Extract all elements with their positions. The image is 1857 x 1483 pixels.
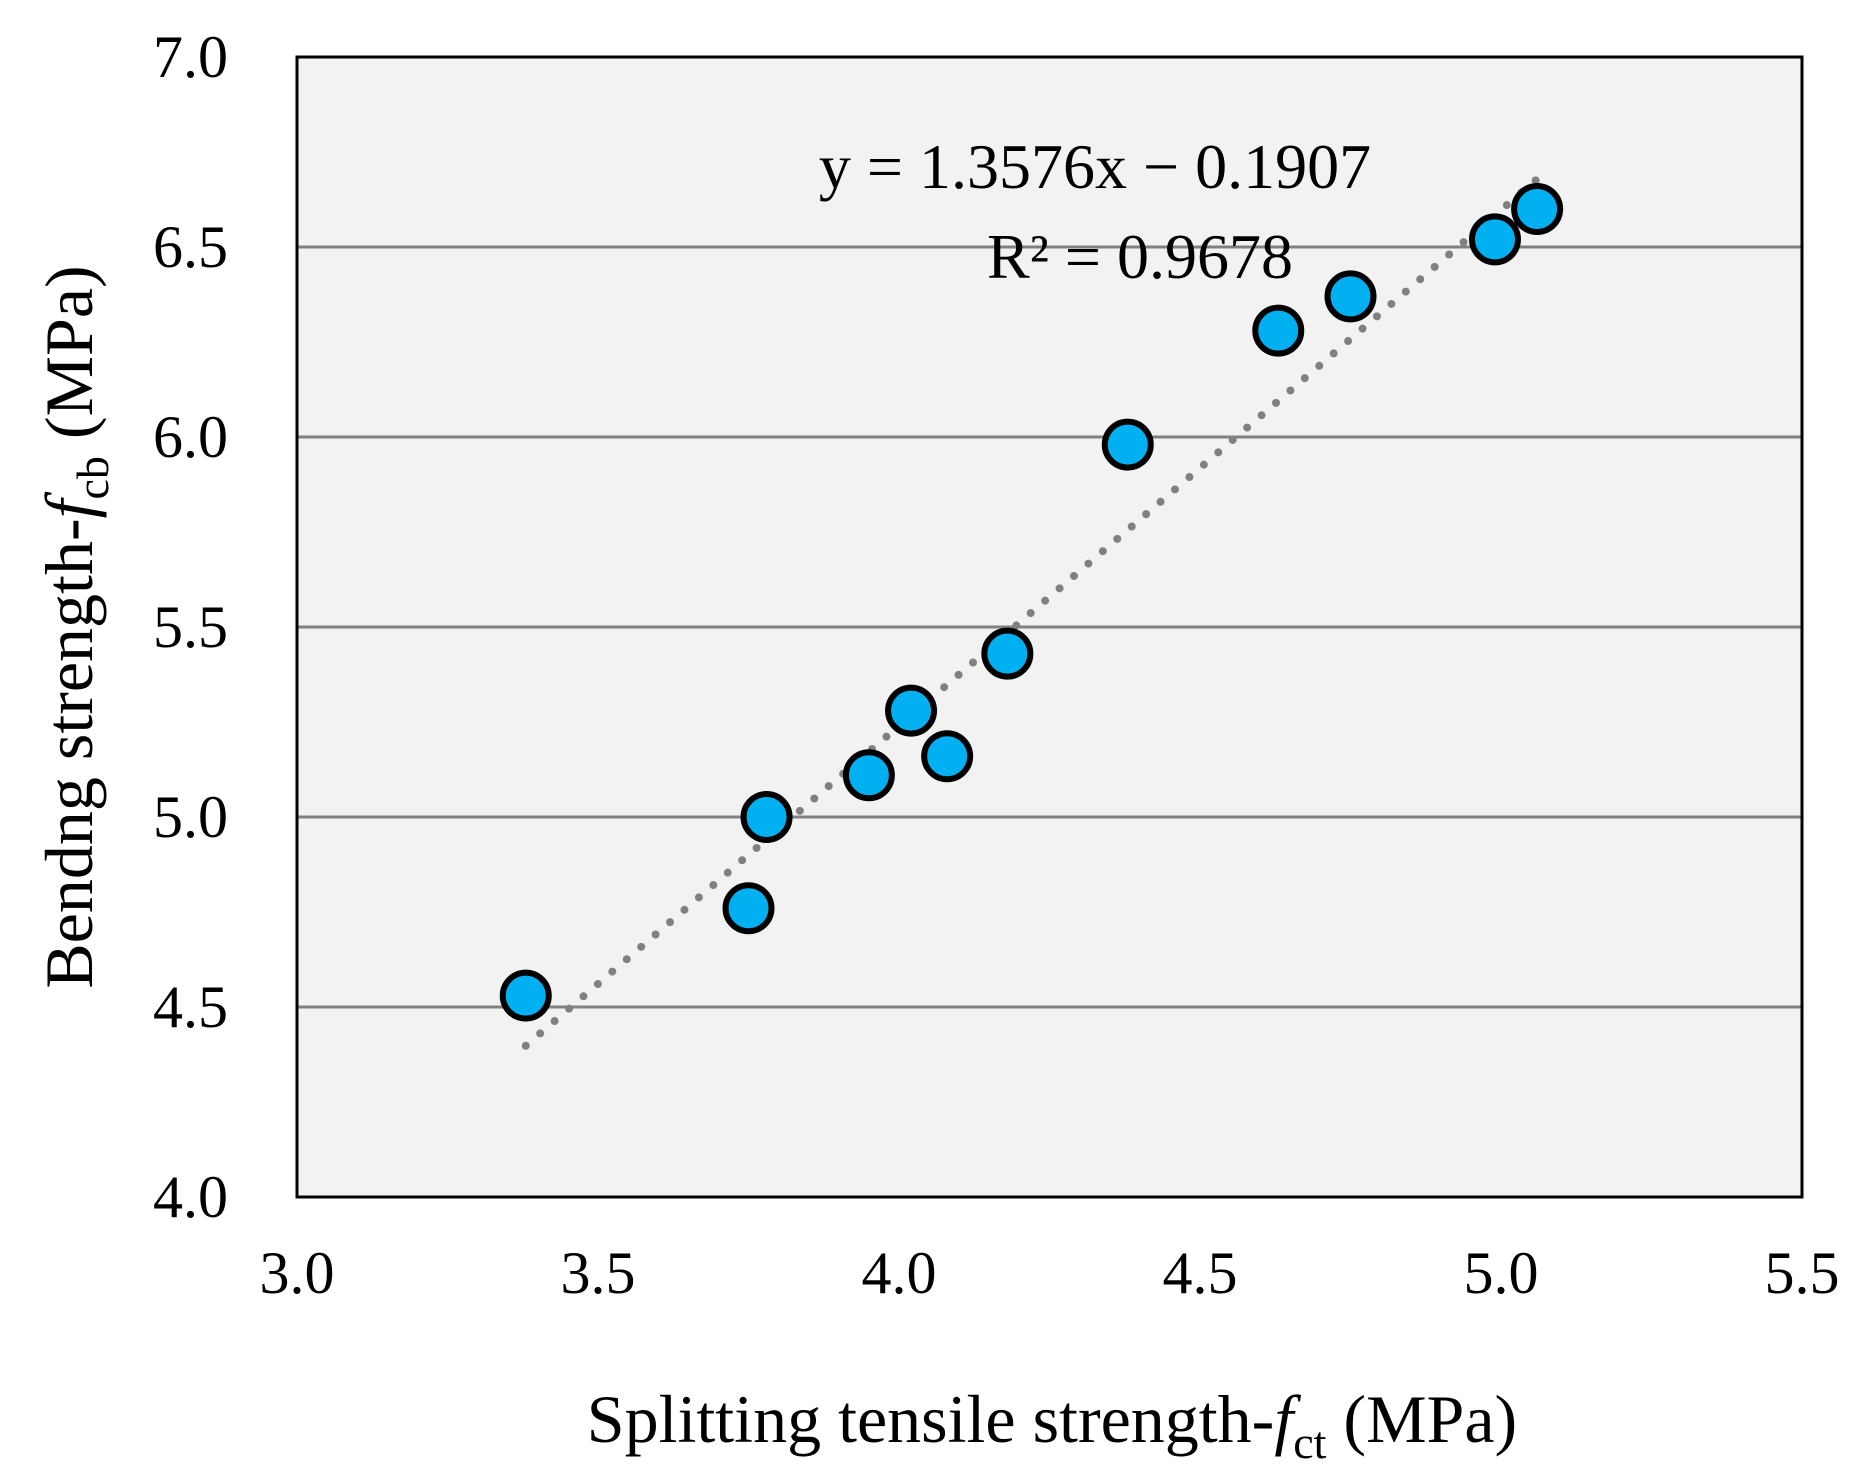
data-point [499,969,552,1022]
data-point [740,791,793,843]
x-axis-title-subscript: ct [1293,1417,1326,1468]
y-axis-title-subscript: cb [67,456,118,499]
y-tick-label: 6.0 [153,404,228,470]
x-tick-label: 5.0 [1464,1240,1539,1306]
x-tick-label: 3.0 [260,1240,335,1306]
y-tick-label: 4.0 [153,1164,228,1230]
y-axis-title: Bendng strength-fcb (MPa) [31,265,118,988]
x-tick-label: 4.0 [862,1240,937,1306]
data-point [885,684,938,737]
data-point [1468,213,1521,266]
data-point [842,749,895,802]
y-axis-title-prefix: Bendng strength- [31,518,107,988]
y-tick-label: 5.5 [153,594,228,660]
plot-border [295,55,1804,1199]
data-point [1511,183,1564,235]
y-tick-label: 4.5 [153,974,228,1040]
data-points [499,183,1564,1022]
trendline-group [521,175,1542,1050]
data-point [722,882,775,935]
r-squared-label: R² = 0.9678 [987,221,1293,292]
data-point [981,627,1034,680]
x-tick-labels: 3.0 3.5 4.0 4.5 5.0 5.5 [260,1240,1840,1306]
x-axis-title: Splitting tensile strength-fct (MPa) [587,1381,1517,1468]
x-axis-title-prefix: Splitting tensile strength- [587,1381,1275,1457]
y-tick-label: 7.0 [153,24,228,90]
y-tick-label: 6.5 [153,214,228,280]
data-point [1252,304,1305,357]
y-tick-label: 5.0 [153,784,228,850]
data-point [1101,418,1154,471]
data-point [1324,270,1377,323]
x-tick-label: 4.5 [1163,1240,1238,1306]
x-axis-title-suffix: (MPa) [1326,1381,1517,1457]
trendline-equation: y = 1.3576x − 0.1907 [819,131,1371,202]
y-tick-labels: 4.0 4.5 5.0 5.5 6.0 6.5 7.0 [153,24,228,1230]
trendline [521,175,1542,1050]
data-point [921,730,974,783]
x-tick-label: 3.5 [561,1240,636,1306]
y-axis-title-suffix: (MPa) [31,265,107,456]
x-tick-label: 5.5 [1765,1240,1840,1306]
